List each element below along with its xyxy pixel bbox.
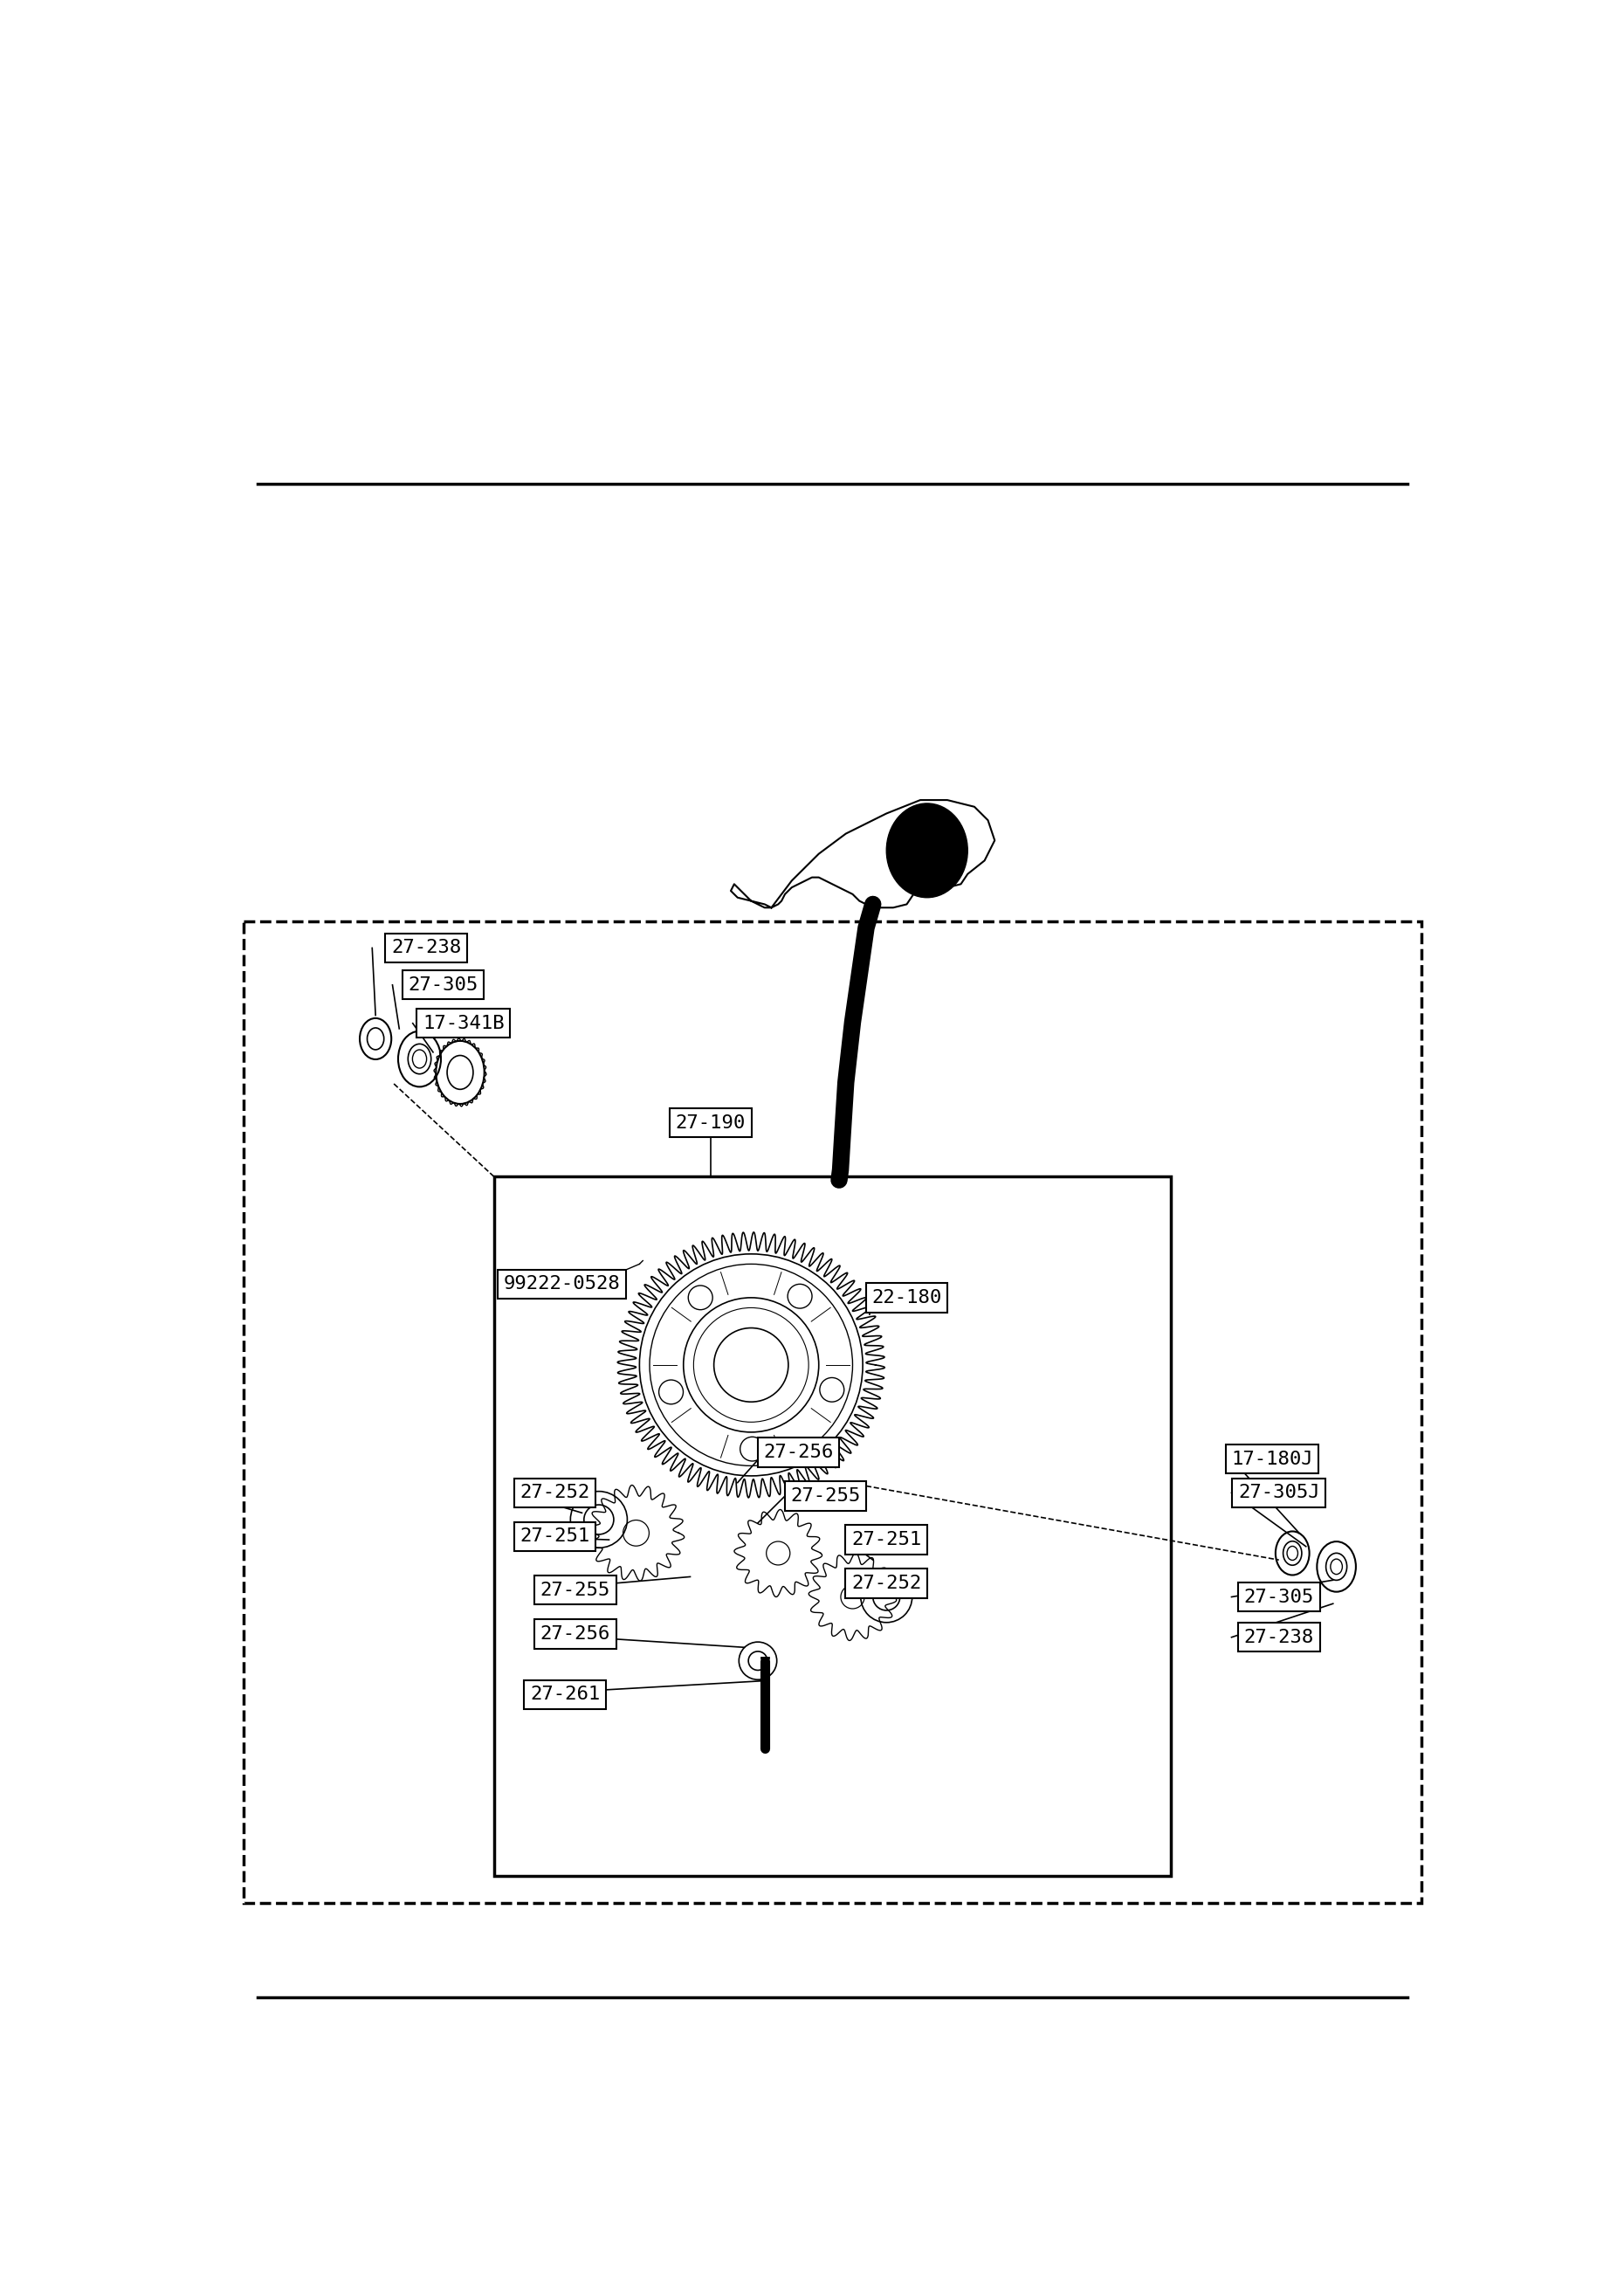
Text: 27-251: 27-251	[851, 1531, 921, 1548]
Text: 27-238: 27-238	[391, 939, 461, 957]
Text: 27-305: 27-305	[408, 976, 477, 994]
Text: 22-180: 22-180	[872, 1288, 942, 1306]
Text: 27-255: 27-255	[791, 1488, 861, 1504]
Text: 99222-0528: 99222-0528	[503, 1277, 620, 1293]
Text: 27-252: 27-252	[520, 1483, 590, 1502]
Text: 27-255: 27-255	[541, 1582, 611, 1598]
Text: 27-256: 27-256	[763, 1444, 833, 1460]
Text: 27-261: 27-261	[529, 1685, 599, 1704]
Text: 27-252: 27-252	[851, 1575, 921, 1591]
Text: 27-256: 27-256	[541, 1626, 611, 1642]
Text: 27-238: 27-238	[1244, 1628, 1314, 1646]
Ellipse shape	[887, 804, 968, 898]
Text: 27-305: 27-305	[1244, 1589, 1314, 1605]
Text: 27-305J: 27-305J	[1237, 1483, 1320, 1502]
Text: 17-341B: 17-341B	[422, 1015, 505, 1031]
Text: 27-251: 27-251	[520, 1527, 590, 1545]
Text: 27-190: 27-190	[676, 1114, 745, 1132]
Bar	[244, 921, 1421, 1903]
Bar	[494, 1176, 1171, 1876]
Text: 17-180J: 17-180J	[1231, 1451, 1314, 1467]
